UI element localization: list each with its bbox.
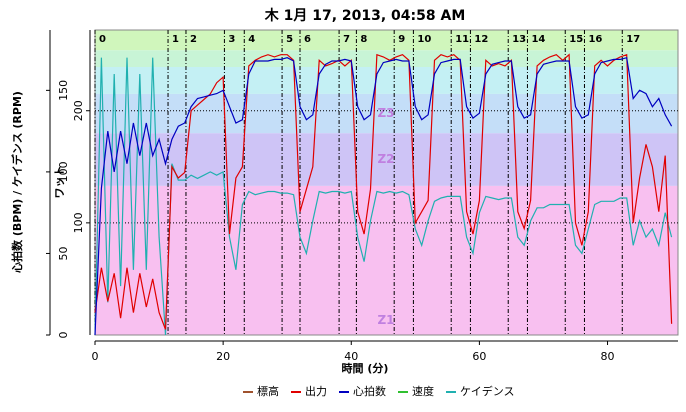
lap-label: 7 [343, 34, 350, 45]
legend-label: 標高 [257, 384, 279, 398]
legend-label: ケイデンス [460, 384, 515, 398]
series-line [94, 57, 673, 336]
legend-label: 速度 [412, 384, 434, 398]
legend-label: 心拍数 [353, 384, 386, 398]
lap-label: 10 [417, 34, 431, 45]
legend-label: 出力 [305, 384, 327, 398]
y2-tick-label: 100 [72, 212, 85, 233]
chart-title: 木 1月 17, 2013, 04:58 AM [264, 7, 466, 24]
lap-label: 14 [531, 34, 545, 45]
y-tick-label: 0 [57, 332, 70, 339]
y2-axis-title: ワット [53, 166, 66, 199]
y-tick-label: 100 [57, 161, 70, 182]
zone-label: Z1 [377, 313, 394, 327]
lap-label: 3 [228, 34, 235, 45]
zone-band [95, 93, 678, 134]
lap-label: 15 [569, 34, 583, 45]
zone-band [95, 30, 678, 51]
lap-label: 6 [304, 34, 311, 45]
y2-tick-label: 200 [72, 100, 85, 121]
lap-label: 4 [248, 34, 255, 45]
x-tick-label: 40 [344, 350, 358, 363]
zone-label: Z2 [377, 152, 394, 166]
zone-label: Z3 [377, 106, 394, 120]
lap-label: 1 [172, 34, 179, 45]
y-tick-label: 50 [57, 246, 70, 260]
lap-label: 11 [455, 34, 469, 45]
lap-label: 5 [286, 34, 293, 45]
lap-label: 8 [360, 34, 367, 45]
x-axis-title: 時間 (分) [342, 361, 389, 375]
lap-label: 13 [512, 34, 526, 45]
lap-label: 16 [588, 34, 602, 45]
zone-band [95, 133, 678, 186]
x-tick-label: 0 [92, 350, 99, 363]
zone-band [95, 67, 678, 94]
x-tick-label: 80 [601, 350, 615, 363]
lap-label: 0 [99, 34, 106, 45]
zone-band [95, 185, 678, 335]
x-tick-label: 60 [472, 350, 486, 363]
lap-label: 9 [398, 34, 405, 45]
y-axis-title: 心拍数 (BPM) / ケイデンス (RPM) [10, 91, 24, 273]
series-line [94, 56, 673, 336]
lap-label: 17 [626, 34, 640, 45]
lap-label: 12 [474, 34, 488, 45]
y-tick-label: 150 [57, 80, 70, 101]
series-line [94, 53, 673, 330]
plot-frame [94, 29, 679, 336]
x-tick-label: 20 [216, 350, 230, 363]
lap-label: 2 [190, 34, 197, 45]
